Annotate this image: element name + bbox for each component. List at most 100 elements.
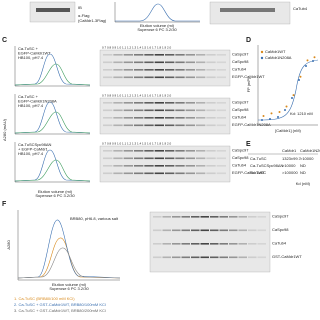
legend-marker	[261, 51, 263, 53]
gel-band	[113, 158, 122, 160]
gel-band	[124, 173, 133, 175]
point	[279, 111, 281, 113]
gel-band	[134, 150, 143, 152]
point	[261, 119, 263, 121]
gel-band	[220, 216, 229, 218]
gel-band	[258, 243, 267, 245]
gel-band	[155, 150, 164, 152]
gel-band	[124, 102, 133, 104]
point	[263, 115, 265, 117]
gel-band	[155, 102, 164, 104]
gel-band	[196, 173, 205, 175]
gel-band	[124, 117, 133, 119]
point	[293, 94, 295, 96]
gel-band	[206, 117, 215, 119]
gel-band	[124, 110, 133, 112]
gel-band	[206, 102, 215, 104]
gel-band	[186, 150, 195, 152]
gel-band	[155, 69, 164, 71]
gel-band	[163, 216, 172, 218]
gel-band	[153, 243, 162, 245]
gel-band	[175, 54, 184, 56]
legend-item: 2. Ca-TuSC + GST-CaMdr1WT, BRB80/100mM K…	[14, 302, 106, 307]
gel-band	[155, 125, 164, 127]
gel-band	[155, 117, 164, 119]
gel: CaSpc97CaSpc98CaTub4GST-CaMdr1WT	[150, 212, 302, 272]
gel-band	[175, 62, 184, 64]
gel-band	[113, 150, 122, 152]
gel-band	[113, 125, 122, 127]
gel-band	[124, 165, 133, 167]
gel-band	[165, 173, 174, 175]
gel-band	[196, 69, 205, 71]
table-cell: >10000	[300, 156, 314, 161]
gel-band	[113, 77, 122, 79]
gel-band	[103, 125, 112, 127]
gel-band	[134, 117, 143, 119]
gel-band	[165, 102, 174, 104]
gel-band	[186, 125, 195, 127]
gel-band	[134, 110, 143, 112]
gel-label: CaTub4	[232, 163, 247, 168]
gel-band	[134, 158, 143, 160]
gel-band	[186, 165, 195, 167]
gel-band	[206, 110, 215, 112]
gel-band	[165, 77, 174, 79]
gel-band	[175, 102, 184, 104]
gel-band	[191, 216, 200, 218]
unit: Kd (nM)	[296, 181, 311, 186]
fractions: 0.7 0.8 0.9 1.0 1.1 1.2 1.3 1.4 1.5 1.6 …	[102, 46, 172, 50]
gel-band	[239, 230, 248, 232]
gel-band	[103, 110, 112, 112]
gel-band	[103, 62, 112, 64]
gel-band	[217, 69, 226, 71]
gel-band	[248, 243, 257, 245]
trace	[15, 112, 90, 133]
gel-band	[217, 102, 226, 104]
gel-label: CaSpc97	[232, 52, 249, 57]
gel-band	[134, 69, 143, 71]
gel-band	[144, 150, 153, 152]
column: Superose 6 PC 3.2/30	[35, 193, 75, 198]
panel-c: Ca-TuSC +EGFP-CaMdr1WTHB100, pH7.40.7 0.…	[15, 46, 271, 183]
gel-band	[210, 257, 219, 259]
gel-band	[163, 230, 172, 232]
gel-band	[229, 243, 238, 245]
condition: HB100, pH7.4	[18, 151, 44, 156]
point	[269, 118, 271, 120]
gel-band	[206, 69, 215, 71]
gel-band	[155, 110, 164, 112]
gel-band	[134, 125, 143, 127]
gel-label: CaSpc98	[232, 155, 249, 160]
gel-band	[163, 243, 172, 245]
gel-band	[153, 230, 162, 232]
gel-band	[124, 158, 133, 160]
gel-band	[206, 173, 215, 175]
gel-band	[217, 54, 226, 56]
point	[284, 109, 286, 111]
gel-band	[103, 173, 112, 175]
table-cell: >10000	[282, 163, 296, 168]
gel-band	[206, 62, 215, 64]
gel-band	[186, 158, 195, 160]
legend-item: 3. Ca-TuSC + GST-CaMdr1WT, BRB80/200mM K…	[14, 308, 106, 313]
panel-letter: F	[2, 201, 7, 208]
gel-band	[144, 110, 153, 112]
point	[286, 105, 288, 107]
gel-band	[155, 173, 164, 175]
gel-band	[103, 69, 112, 71]
gel-band	[155, 62, 164, 64]
gel-band	[134, 165, 143, 167]
gel-band	[229, 230, 238, 232]
gel-band	[258, 257, 267, 259]
gel-band	[196, 54, 205, 56]
gel-band	[182, 243, 191, 245]
trace	[115, 4, 200, 21]
gel-band	[196, 125, 205, 127]
gel-band	[196, 110, 205, 112]
gel-label: CaSpc98	[232, 107, 249, 112]
gel-band	[103, 102, 112, 104]
gel-band	[134, 173, 143, 175]
gel-band	[182, 257, 191, 259]
